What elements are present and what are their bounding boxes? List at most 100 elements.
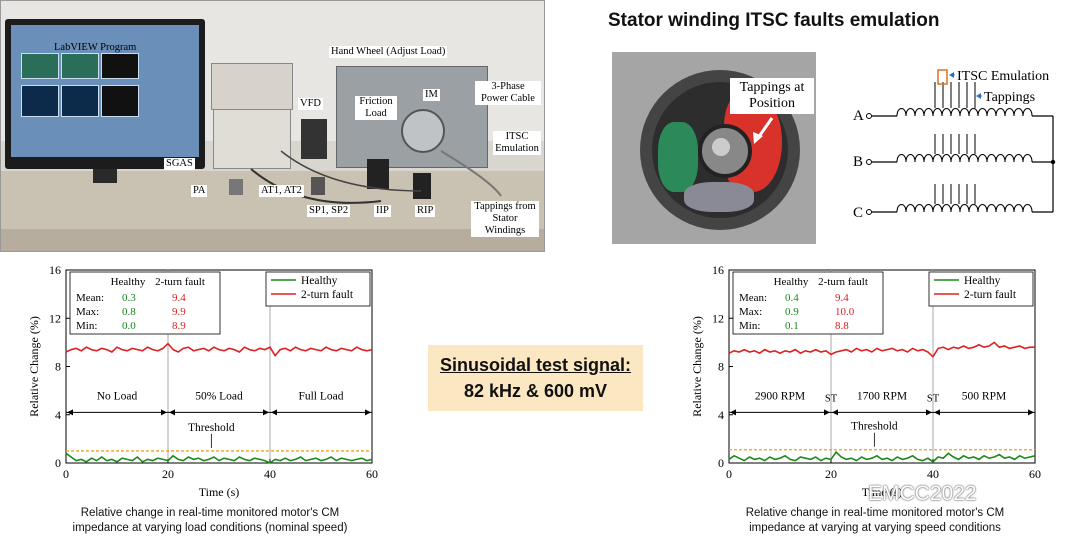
y-tick-label-2: 8: [55, 360, 61, 374]
threshold-label: Threshold: [851, 421, 898, 433]
y-tick-label-1: 4: [718, 408, 724, 422]
label-power-cable: 3-Phase Power Cable: [475, 81, 541, 105]
stats-healthy-2: 0.0: [122, 320, 136, 332]
phase-c-label: C: [853, 205, 863, 221]
winding-diagram: ITSC Emulation Tappings A B C: [853, 69, 1056, 221]
watermark: EMCC2022: [868, 482, 977, 505]
stats-healthy-0: 0.3: [122, 292, 136, 304]
stats-row-label-1: Max:: [76, 306, 99, 318]
label-rip: RIP: [415, 205, 436, 217]
y-tick-label-4: 16: [712, 263, 724, 277]
terminal-2: [866, 209, 872, 215]
itsc-jumper: [937, 69, 948, 85]
label-tappings: Tappings from Stator Windings: [471, 201, 539, 237]
region-label-1: 1700 RPM: [857, 390, 907, 402]
power-supply: [211, 63, 293, 110]
legend-label-healthy: Healthy: [964, 275, 1001, 287]
stats-box: [732, 271, 884, 335]
x-tick-label-0: 0: [63, 467, 69, 481]
label-iip: IIP: [374, 205, 391, 217]
monitor: [5, 19, 205, 183]
signal-line2: 82 kHz & 600 mV: [463, 381, 608, 401]
coil-2: [896, 203, 1033, 213]
stats-fault-0: 9.4: [172, 292, 186, 304]
threshold-label: Threshold: [188, 422, 235, 434]
terminal-1: [866, 159, 872, 165]
caption-load: Relative change in real-time monitored m…: [40, 506, 380, 536]
stats-header-fault: 2-turn fault: [155, 276, 205, 288]
x-tick-label-1: 20: [162, 467, 174, 481]
stats-header-healthy: Healthy: [111, 276, 146, 288]
arrow-head-left-2: [926, 409, 932, 416]
x-axis-label: Time (s): [862, 485, 903, 499]
stats-fault-0: 9.4: [835, 292, 849, 304]
region-label-2: 500 RPM: [962, 390, 1006, 402]
x-tick-label-1: 20: [825, 467, 837, 481]
itsc-label: ITSC Emulation: [957, 69, 1049, 84]
motor-label: Tappings at Position: [730, 78, 814, 114]
signal-line1: Sinusoidal test signal:: [439, 355, 632, 375]
stats-row-label-0: Mean:: [739, 292, 767, 304]
x-tick-label-2: 40: [264, 467, 276, 481]
y-axis-label: Relative Change (%): [690, 316, 704, 417]
y-tick-label-3: 12: [712, 311, 724, 325]
coil-0: [896, 107, 1033, 117]
terminal-0: [866, 113, 872, 119]
chart-load-conditions: 0 4 8 12 16 0 20 40 60 Time (s) Relative Change (%…: [27, 263, 378, 499]
label-at: AT1, AT2: [259, 185, 304, 197]
arrow-head-left-3: [1028, 409, 1034, 416]
region-label-1: 50% Load: [195, 390, 243, 402]
series-healthy: [65, 452, 373, 464]
legend-label-fault: 2-turn fault: [301, 289, 354, 301]
transition-label-1: ST: [927, 393, 940, 404]
arrow-head-left-2: [263, 409, 269, 416]
caption-speed-line1: Relative change in real-time monitored m…: [745, 507, 1005, 519]
test-signal-box: Sinusoidal test signal: 82 kHz & 600 mV: [428, 345, 643, 411]
series-fault: [728, 341, 1035, 359]
arrow-head-right-0: [730, 409, 736, 416]
caption-load-line1: Relative change in real-time monitored m…: [80, 507, 340, 519]
stats-row-label-2: Min:: [76, 320, 97, 332]
label-im: IM: [423, 89, 440, 101]
stats-row-label-1: Max:: [739, 306, 762, 318]
y-tick-label-3: 12: [49, 311, 61, 325]
label-hand-wheel: Hand Wheel (Adjust Load): [329, 46, 448, 58]
stats-header-healthy: Healthy: [774, 276, 809, 288]
test-setup-photo: LabVIEW Program Hand Wheel (Adjust Load)…: [0, 0, 545, 252]
caption-speed-line2: impedance at varying at varying speed co…: [749, 522, 1001, 534]
stats-fault-1: 9.9: [172, 306, 186, 318]
y-axis-label: Relative Change (%): [27, 316, 41, 417]
legend-box: [265, 271, 371, 307]
x-tick-label-3: 60: [366, 467, 378, 481]
arrow-head-right-1: [832, 409, 838, 416]
arrow-head-right-2: [271, 409, 277, 416]
stats-healthy-1: 0.8: [122, 306, 136, 318]
section-title: Stator winding ITSC faults emulation: [608, 10, 940, 31]
instrument-rack: [213, 109, 291, 169]
arrow-head-right-2: [934, 409, 940, 416]
label-vfd: VFD: [298, 98, 324, 110]
stats-fault-2: 8.9: [172, 320, 186, 332]
y-tick-label-4: 16: [49, 263, 61, 277]
vfd-unit: [301, 119, 327, 159]
label-itsc-emulation: ITSC Emulation: [493, 131, 541, 155]
stats-header-fault: 2-turn fault: [818, 276, 868, 288]
y-tick-label-0: 0: [718, 456, 724, 470]
label-friction-load: Friction Load: [355, 96, 397, 120]
x-tick-label-3: 60: [1029, 467, 1041, 481]
x-tick-label-0: 0: [726, 467, 732, 481]
stats-row-label-2: Min:: [739, 320, 760, 332]
legend-box: [928, 271, 1034, 307]
coil-1: [896, 153, 1033, 163]
region-label-0: No Load: [97, 390, 138, 402]
legend-label-fault: 2-turn fault: [964, 289, 1017, 301]
arrow-head-right-0: [67, 409, 73, 416]
label-labview: LabVIEW Program: [54, 42, 137, 53]
cables: [250, 150, 502, 204]
arrow-head-left-1: [824, 409, 830, 416]
region-label-2: Full Load: [298, 390, 343, 402]
stats-healthy-0: 0.4: [785, 292, 799, 304]
x-tick-label-2: 40: [927, 467, 939, 481]
region-label-0: 2900 RPM: [755, 390, 805, 402]
x-axis-label: Time (s): [199, 485, 240, 499]
